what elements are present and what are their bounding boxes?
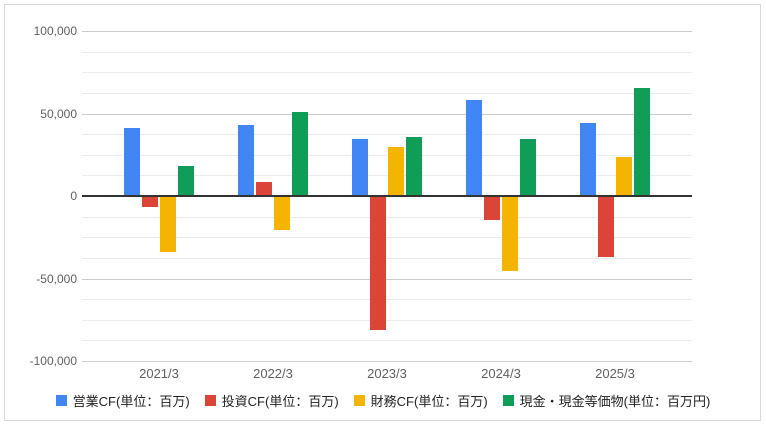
x-axis-label-3: 2024/3: [481, 366, 521, 381]
bar-operating-cf-4[interactable]: [580, 123, 596, 196]
bar-cash-equivalents-0[interactable]: [178, 166, 194, 196]
legend-item-investing-cf[interactable]: 投資CF(単位：百万): [204, 391, 339, 410]
legend-swatch-cash-equivalents: [502, 395, 514, 406]
legend-label-investing-cf: 投資CF(単位：百万): [221, 394, 339, 409]
legend-item-operating-cf[interactable]: 営業CF(単位：百万): [55, 391, 190, 410]
x-axis-label-1: 2022/3: [253, 366, 293, 381]
legend-label-financing-cf: 財務CF(単位：百万): [370, 394, 488, 409]
gridline-minor: [82, 216, 692, 218]
legend-swatch-operating-cf: [55, 395, 67, 406]
gridline-major: [82, 278, 692, 280]
y-axis-tick-label: -50,000: [36, 271, 77, 286]
gridline-minor: [82, 72, 692, 74]
y-axis-tick-label: 0: [70, 189, 77, 203]
bar-financing-cf-2[interactable]: [388, 146, 404, 196]
y-axis-tick-label: 50,000: [40, 106, 77, 121]
bar-financing-cf-4[interactable]: [616, 157, 632, 196]
legend-label-operating-cf: 営業CF(単位：百万): [72, 394, 190, 409]
bar-operating-cf-3[interactable]: [466, 100, 482, 196]
legend-item-financing-cf[interactable]: 財務CF(単位：百万): [353, 391, 488, 410]
bar-financing-cf-1[interactable]: [274, 196, 290, 230]
legend: 営業CF(単位：百万) 投資CF(単位：百万) 財務CF(単位：百万) 現金・現金等価…: [0, 391, 766, 410]
bar-cash-equivalents-1[interactable]: [292, 111, 308, 196]
gridline-minor: [82, 340, 692, 342]
y-axis-tick-label: -100,000: [29, 354, 77, 368]
gridline-major: [82, 361, 692, 362]
bar-investing-cf-2[interactable]: [370, 196, 386, 330]
bar-financing-cf-3[interactable]: [502, 196, 518, 272]
bar-financing-cf-0[interactable]: [160, 196, 176, 253]
gridline-minor: [82, 237, 692, 239]
zero-baseline: [82, 195, 692, 197]
bar-operating-cf-1[interactable]: [238, 125, 254, 196]
gridline-minor: [82, 319, 692, 321]
gridline-minor: [82, 175, 692, 177]
bar-cash-equivalents-3[interactable]: [520, 139, 536, 196]
x-axis-label-0: 2021/3: [139, 366, 179, 381]
x-axis-label-2: 2023/3: [367, 366, 407, 381]
bar-investing-cf-3[interactable]: [484, 196, 500, 220]
legend-label-cash-equivalents: 現金・現金等価物(単位：百万円): [519, 394, 711, 409]
gridline-minor: [82, 92, 692, 94]
bar-investing-cf-0[interactable]: [142, 196, 158, 207]
bar-operating-cf-0[interactable]: [124, 127, 140, 196]
plot-area: [82, 31, 692, 362]
gridline-major: [82, 113, 692, 115]
legend-swatch-investing-cf: [204, 395, 216, 406]
gridline-minor: [82, 154, 692, 156]
bar-investing-cf-1[interactable]: [256, 181, 272, 196]
x-axis: 2021/3 2022/3 2023/3 2024/3 2025/3: [82, 366, 692, 384]
legend-swatch-financing-cf: [353, 395, 365, 406]
bar-cash-equivalents-4[interactable]: [634, 87, 650, 196]
legend-item-cash-equivalents[interactable]: 現金・現金等価物(単位：百万円): [502, 391, 711, 410]
y-axis: 100,000 50,000 0 -50,000 -100,000: [0, 0, 77, 428]
gridline-major: [82, 31, 692, 32]
y-axis-tick-label: 100,000: [33, 24, 77, 38]
gridline-minor: [82, 134, 692, 136]
bar-investing-cf-4[interactable]: [598, 196, 614, 258]
gridline-minor: [82, 51, 692, 53]
gridline-minor: [82, 299, 692, 301]
bar-operating-cf-2[interactable]: [352, 139, 368, 196]
gridline-minor: [82, 257, 692, 259]
x-axis-label-4: 2025/3: [595, 366, 635, 381]
bar-cash-equivalents-2[interactable]: [406, 136, 422, 196]
